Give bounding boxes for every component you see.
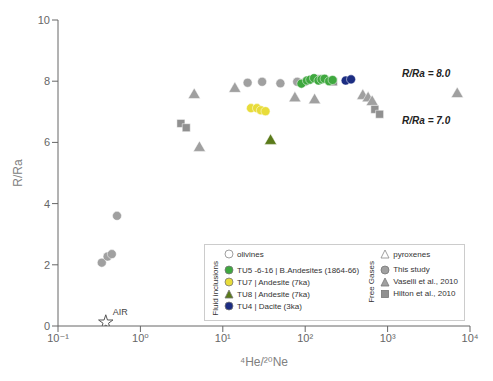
html-text:TU5 -6-16 | B.Andesites (1864-: TU5 -6-16 | B.Andesites (1864-66) [237,265,360,275]
html-text:Fluid inclusions: Fluid inclusions [211,261,221,316]
svg-text:10²: 10² [297,332,313,344]
html-text:Vaselli et al., 2010: Vaselli et al., 2010 [393,277,458,287]
svg-text:R/Ra: R/Ra [11,159,25,187]
svg-text:10⁻¹: 10⁻¹ [47,332,69,344]
html-text:TU4 | Dacite (3ka): TU4 | Dacite (3ka) [237,301,302,311]
svg-text:10: 10 [38,14,50,26]
html-text:This study: This study [393,265,430,275]
html-text:TU7 | Andesite (7ka): TU7 | Andesite (7ka) [237,277,310,287]
svg-text:0: 0 [44,320,50,332]
svg-text:R/Ra = 7.0: R/Ra = 7.0 [402,115,451,126]
html-text:TU8 | Andesite (7ka): TU8 | Andesite (7ka) [237,289,310,299]
html-text:Hilton et al., 2010: Hilton et al., 2010 [393,289,456,299]
svg-text:6: 6 [44,136,50,148]
html-text:olivines: olivines [237,249,264,259]
html-text:Free Gases: Free Gases [367,261,377,304]
svg-text:10⁴: 10⁴ [462,332,479,344]
svg-text:8: 8 [44,75,50,87]
svg-text:R/Ra = 8.0: R/Ra = 8.0 [402,68,451,79]
svg-text:10¹: 10¹ [215,332,231,344]
svg-text:2: 2 [44,259,50,271]
svg-text:AIR: AIR [113,307,129,317]
svg-text:10³: 10³ [380,332,396,344]
svg-text:10⁰: 10⁰ [132,332,149,344]
html-text:pyroxenes: pyroxenes [393,249,431,259]
svg-text:⁴He/²⁰Ne: ⁴He/²⁰Ne [240,355,288,369]
svg-text:4: 4 [44,198,50,210]
